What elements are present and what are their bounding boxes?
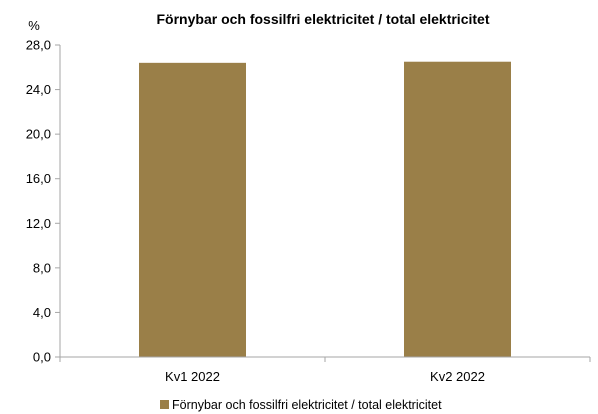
legend-swatch [160,400,169,409]
y-tick-label: 0,0 [33,350,51,365]
bar-kv2-2022 [404,61,511,357]
y-axis-unit: % [28,18,40,33]
y-tick-label: 16,0 [26,171,51,186]
x-tick-label: Kv2 2022 [430,369,485,384]
bar-kv1-2022 [139,62,246,357]
y-tick-label: 20,0 [26,127,51,142]
x-tick-label: Kv1 2022 [165,369,220,384]
chart-title: Förnybar och fossilfri elektricitet / to… [157,11,490,27]
x-axis: Kv1 2022 Kv2 2022 [165,369,485,384]
axes [55,45,591,362]
y-axis: 0,0 4,0 8,0 12,0 16,0 20,0 24,0 28,0 [26,38,60,365]
y-tick-label: 8,0 [33,260,51,275]
plot-area [139,61,511,357]
y-tick-label: 28,0 [26,38,51,53]
y-tick-label: 4,0 [33,305,51,320]
legend: Förnybar och fossilfri elektricitet / to… [160,398,442,412]
y-tick-label: 24,0 [26,82,51,97]
y-tick-label: 12,0 [26,216,51,231]
legend-label: Förnybar och fossilfri elektricitet / to… [172,398,442,412]
